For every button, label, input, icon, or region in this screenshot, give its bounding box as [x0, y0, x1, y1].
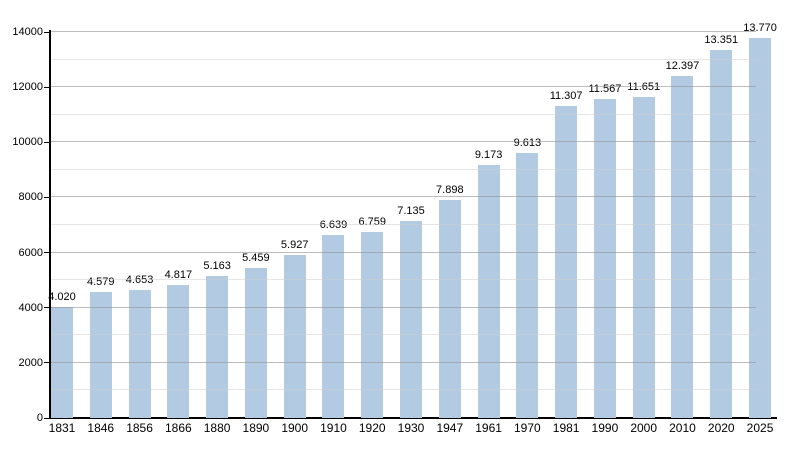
y-tick-label: 6000: [18, 246, 43, 259]
bar-value-label: 5.163: [203, 259, 231, 272]
y-tick-label: 14000: [12, 26, 43, 38]
y-axis-line: [49, 30, 51, 419]
bar-value-label: 4.579: [87, 275, 115, 288]
y-tick-mark: [44, 141, 50, 143]
y-tick-label: 4000: [18, 301, 43, 314]
bar: [167, 285, 190, 418]
y-tick-mark: [44, 417, 50, 419]
gridline-major: [51, 196, 756, 198]
y-tick-mark: [44, 86, 50, 88]
bar-value-label: 4.817: [164, 269, 193, 282]
y-tick-mark: [44, 31, 50, 33]
gridline-major: [51, 31, 756, 32]
x-tick-label: 1890: [242, 421, 270, 435]
x-tick-label: 1856: [126, 421, 153, 435]
x-tick-label: 1831: [48, 421, 76, 435]
gridline-minor: [51, 334, 756, 336]
bar: [400, 221, 423, 418]
bar: [477, 165, 500, 418]
bar-value-label: 5.459: [242, 251, 270, 264]
gridline-major: [51, 306, 756, 308]
x-tick-label: 1900: [281, 421, 309, 435]
bar: [244, 267, 267, 418]
bar: [283, 254, 306, 418]
bar-value-label: 5.927: [280, 238, 309, 251]
bar: [516, 152, 539, 418]
y-tick-mark: [44, 252, 50, 254]
y-tick-label: 0: [36, 412, 43, 424]
x-tick-label: 1910: [320, 421, 347, 435]
y-tick-mark: [44, 307, 50, 309]
bar-value-label: 12.397: [665, 60, 700, 73]
x-tick-label: 2000: [630, 421, 658, 435]
x-tick-label: 1920: [358, 421, 386, 435]
x-tick-label: 1981: [552, 421, 580, 435]
y-tick-mark: [44, 362, 50, 364]
gridline-minor: [51, 58, 756, 60]
bar: [361, 231, 384, 418]
bar: [438, 200, 461, 418]
bar: [749, 38, 772, 418]
gridline-minor: [51, 224, 756, 225]
bar: [593, 99, 616, 418]
plot-area: 4.020 4.579 4.653 4.817 5.163 5.459 5.927 6.639…: [48, 22, 790, 418]
gridline-minor: [51, 389, 756, 391]
x-tick-label: 1970: [514, 421, 541, 435]
bar-value-label: 7.135: [397, 205, 425, 218]
gridline-major: [51, 361, 756, 363]
x-tick-label: 2020: [707, 421, 735, 435]
y-tick-label: 12000: [12, 81, 43, 94]
gridline-minor: [51, 279, 756, 281]
grid-area: [51, 31, 756, 418]
gridline-major: [51, 141, 756, 143]
bar: [632, 96, 655, 418]
gridline-major: [51, 251, 756, 253]
bar: [671, 76, 694, 418]
x-tick-label: 1846: [87, 421, 115, 435]
x-tick-label: 2010: [669, 421, 696, 435]
gridline-major: [51, 86, 756, 88]
x-tick-label: 2025: [746, 421, 774, 435]
bar-value-label: 11.307: [549, 90, 583, 103]
bar-value-label: 13.351: [704, 33, 739, 46]
bar: [89, 291, 112, 418]
bar: [128, 289, 151, 418]
bar: [555, 106, 578, 418]
x-tick-label: 1990: [591, 421, 619, 435]
x-axis-line: [49, 417, 777, 419]
x-tick-label: 1880: [203, 421, 231, 435]
y-tick-label: 2000: [18, 356, 43, 369]
gridline-minor: [51, 113, 756, 115]
x-tick-label: 1866: [164, 421, 192, 435]
x-tick-label: 1947: [436, 421, 464, 435]
y-tick-label: 8000: [18, 191, 43, 204]
bar: [322, 234, 345, 418]
y-tick-mark: [44, 196, 50, 198]
y-tick-label: 10000: [12, 136, 43, 149]
x-tick-label: 1930: [397, 421, 425, 435]
bar-value-label: 11.567: [588, 83, 622, 96]
bar: [206, 275, 229, 418]
x-tick-label: 1961: [475, 421, 502, 435]
bar-value-label: 9.173: [474, 149, 503, 162]
bar-value-label: 7.898: [436, 184, 464, 197]
x-axis-labels: 1831 1846 1856 1866 1880 1890 1900 1910 1920 1930…: [48, 421, 790, 437]
bar-value-label: 9.613: [513, 136, 542, 149]
bar-value-label: 4.020: [48, 291, 76, 304]
gridline-minor: [51, 168, 756, 170]
